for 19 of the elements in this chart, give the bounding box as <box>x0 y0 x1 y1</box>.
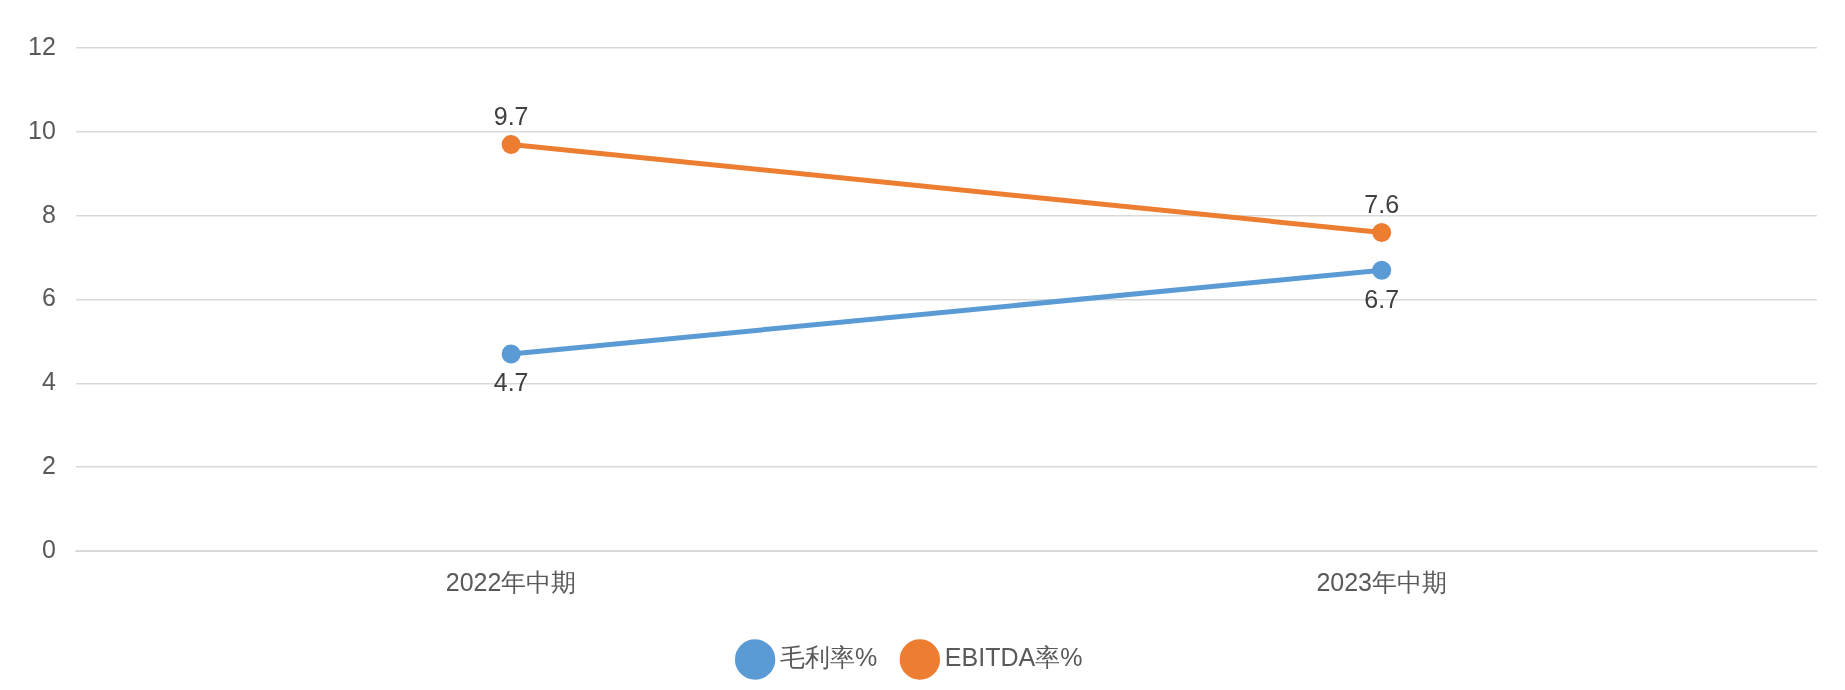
legend-label: EBITDA率% <box>944 643 1083 672</box>
point <box>1372 222 1392 242</box>
data-label: 7.6 <box>1364 189 1400 218</box>
data-label: 4.7 <box>493 368 529 397</box>
legend-label: 毛利率% <box>780 643 878 672</box>
data-label: 9.7 <box>493 101 529 130</box>
y-tick-label: 0 <box>41 534 56 563</box>
y-tick-label: 2 <box>41 451 56 480</box>
y-tick-label: 6 <box>41 283 56 312</box>
x-tick-label: 2023年中期 <box>1316 567 1448 596</box>
y-tick-label: 4 <box>41 367 56 396</box>
data-label: 6.7 <box>1364 284 1400 313</box>
point <box>501 344 521 364</box>
x-tick-label: 2022年中期 <box>445 567 577 596</box>
y-tick-label: 8 <box>41 199 56 228</box>
y-tick-label: 12 <box>28 31 56 60</box>
point <box>1372 260 1392 280</box>
y-tick-label: 10 <box>28 115 56 144</box>
point <box>501 134 521 154</box>
